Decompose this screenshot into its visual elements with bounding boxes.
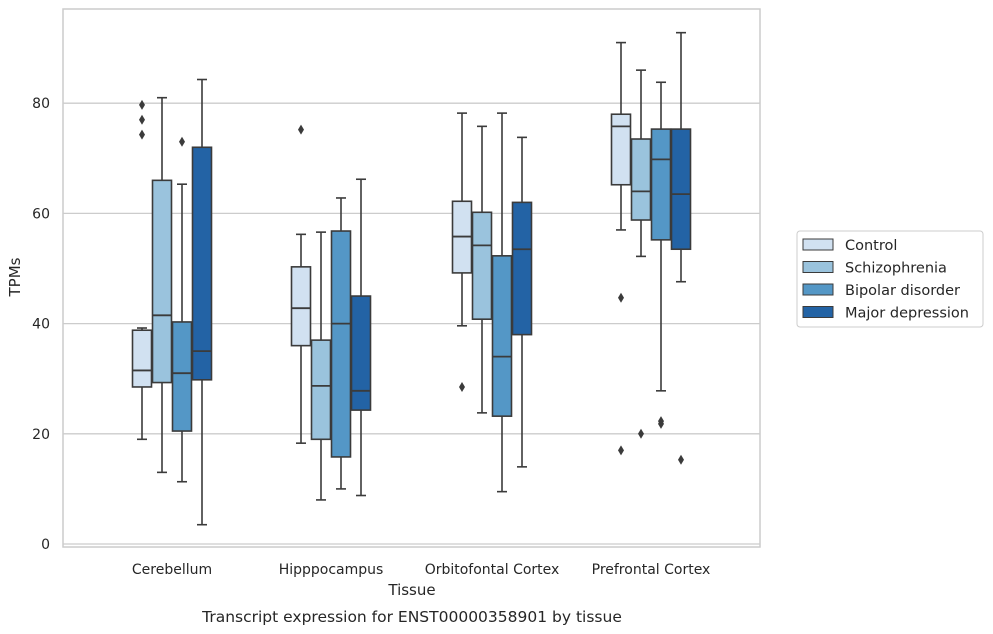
outlier-point (179, 136, 185, 147)
iqr-box (630, 138, 652, 221)
box-2-2 (491, 112, 513, 493)
box-0-0 (131, 99, 153, 441)
outlier-point (139, 129, 145, 140)
outlier-point (638, 428, 644, 439)
y-axis-ticks: 0 20 40 60 80 (32, 96, 50, 553)
y-tick-label: 20 (32, 427, 50, 443)
iqr-box (290, 266, 312, 347)
outlier-point (459, 381, 465, 392)
chart-caption: Transcript expression for ENST0000035890… (201, 608, 622, 626)
iqr-box (330, 230, 352, 458)
iqr-box (171, 321, 193, 432)
box-1-2 (330, 197, 352, 490)
legend-swatch (802, 261, 834, 273)
box-0-2 (171, 136, 193, 483)
iqr-box (650, 128, 672, 241)
x-tick-label: Cerebellum (132, 562, 212, 578)
outlier-point (658, 418, 664, 429)
legend-frame (796, 230, 984, 328)
iqr-box (191, 146, 213, 381)
x-axis-label: Tissue (387, 581, 435, 599)
legend-swatch (802, 306, 834, 318)
box-2-3 (511, 136, 533, 468)
iqr-box (491, 255, 513, 417)
outlier-point (618, 292, 624, 303)
legend-label: Bipolar disorder (845, 283, 960, 299)
box-3-3 (670, 31, 692, 465)
y-tick-label: 0 (41, 537, 50, 553)
box-3-1 (630, 69, 652, 439)
x-tick-label: Orbitofontal Cortex (425, 562, 560, 578)
boxes (131, 31, 692, 526)
y-tick-label: 80 (32, 96, 50, 112)
box-0-1 (151, 96, 173, 474)
legend: Control Schizophrenia Bipolar disorder Majo… (796, 230, 984, 328)
plot-area (62, 8, 761, 548)
iqr-box (310, 339, 332, 441)
outlier-point (618, 445, 624, 456)
iqr-box (511, 201, 533, 336)
box-2-0 (451, 112, 473, 392)
legend-swatch (802, 283, 834, 296)
legend-label: Control (845, 238, 897, 254)
outlier-point (678, 454, 684, 465)
iqr-box (350, 295, 372, 411)
iqr-box (471, 211, 493, 320)
y-axis-label: TPMs (6, 257, 24, 297)
iqr-box (151, 179, 173, 384)
box-1-3 (350, 178, 372, 497)
legend-swatch (802, 238, 834, 251)
box-3-0 (610, 41, 632, 456)
box-3-2 (650, 81, 672, 429)
legend-label: Schizophrenia (845, 261, 947, 277)
outlier-point (298, 124, 304, 135)
x-axis-ticks: Cerebellum Hipppocampus Orbitofontal Corte… (132, 562, 710, 578)
box-1-0 (290, 124, 312, 444)
iqr-box (670, 128, 692, 251)
box-2-1 (471, 125, 493, 414)
outlier-point (139, 114, 145, 125)
x-tick-label: Prefrontal Cortex (592, 562, 711, 578)
iqr-box (131, 329, 153, 388)
y-tick-label: 40 (32, 317, 50, 333)
x-tick-label: Hipppocampus (279, 562, 384, 578)
legend-items: Control Schizophrenia Bipolar disorder Majo… (802, 238, 969, 322)
outlier-point (139, 99, 145, 110)
legend-label: Major depression (845, 306, 969, 322)
y-tick-label: 60 (32, 206, 50, 222)
iqr-box (610, 113, 632, 186)
box-0-3 (191, 78, 213, 526)
box-1-1 (310, 231, 332, 501)
